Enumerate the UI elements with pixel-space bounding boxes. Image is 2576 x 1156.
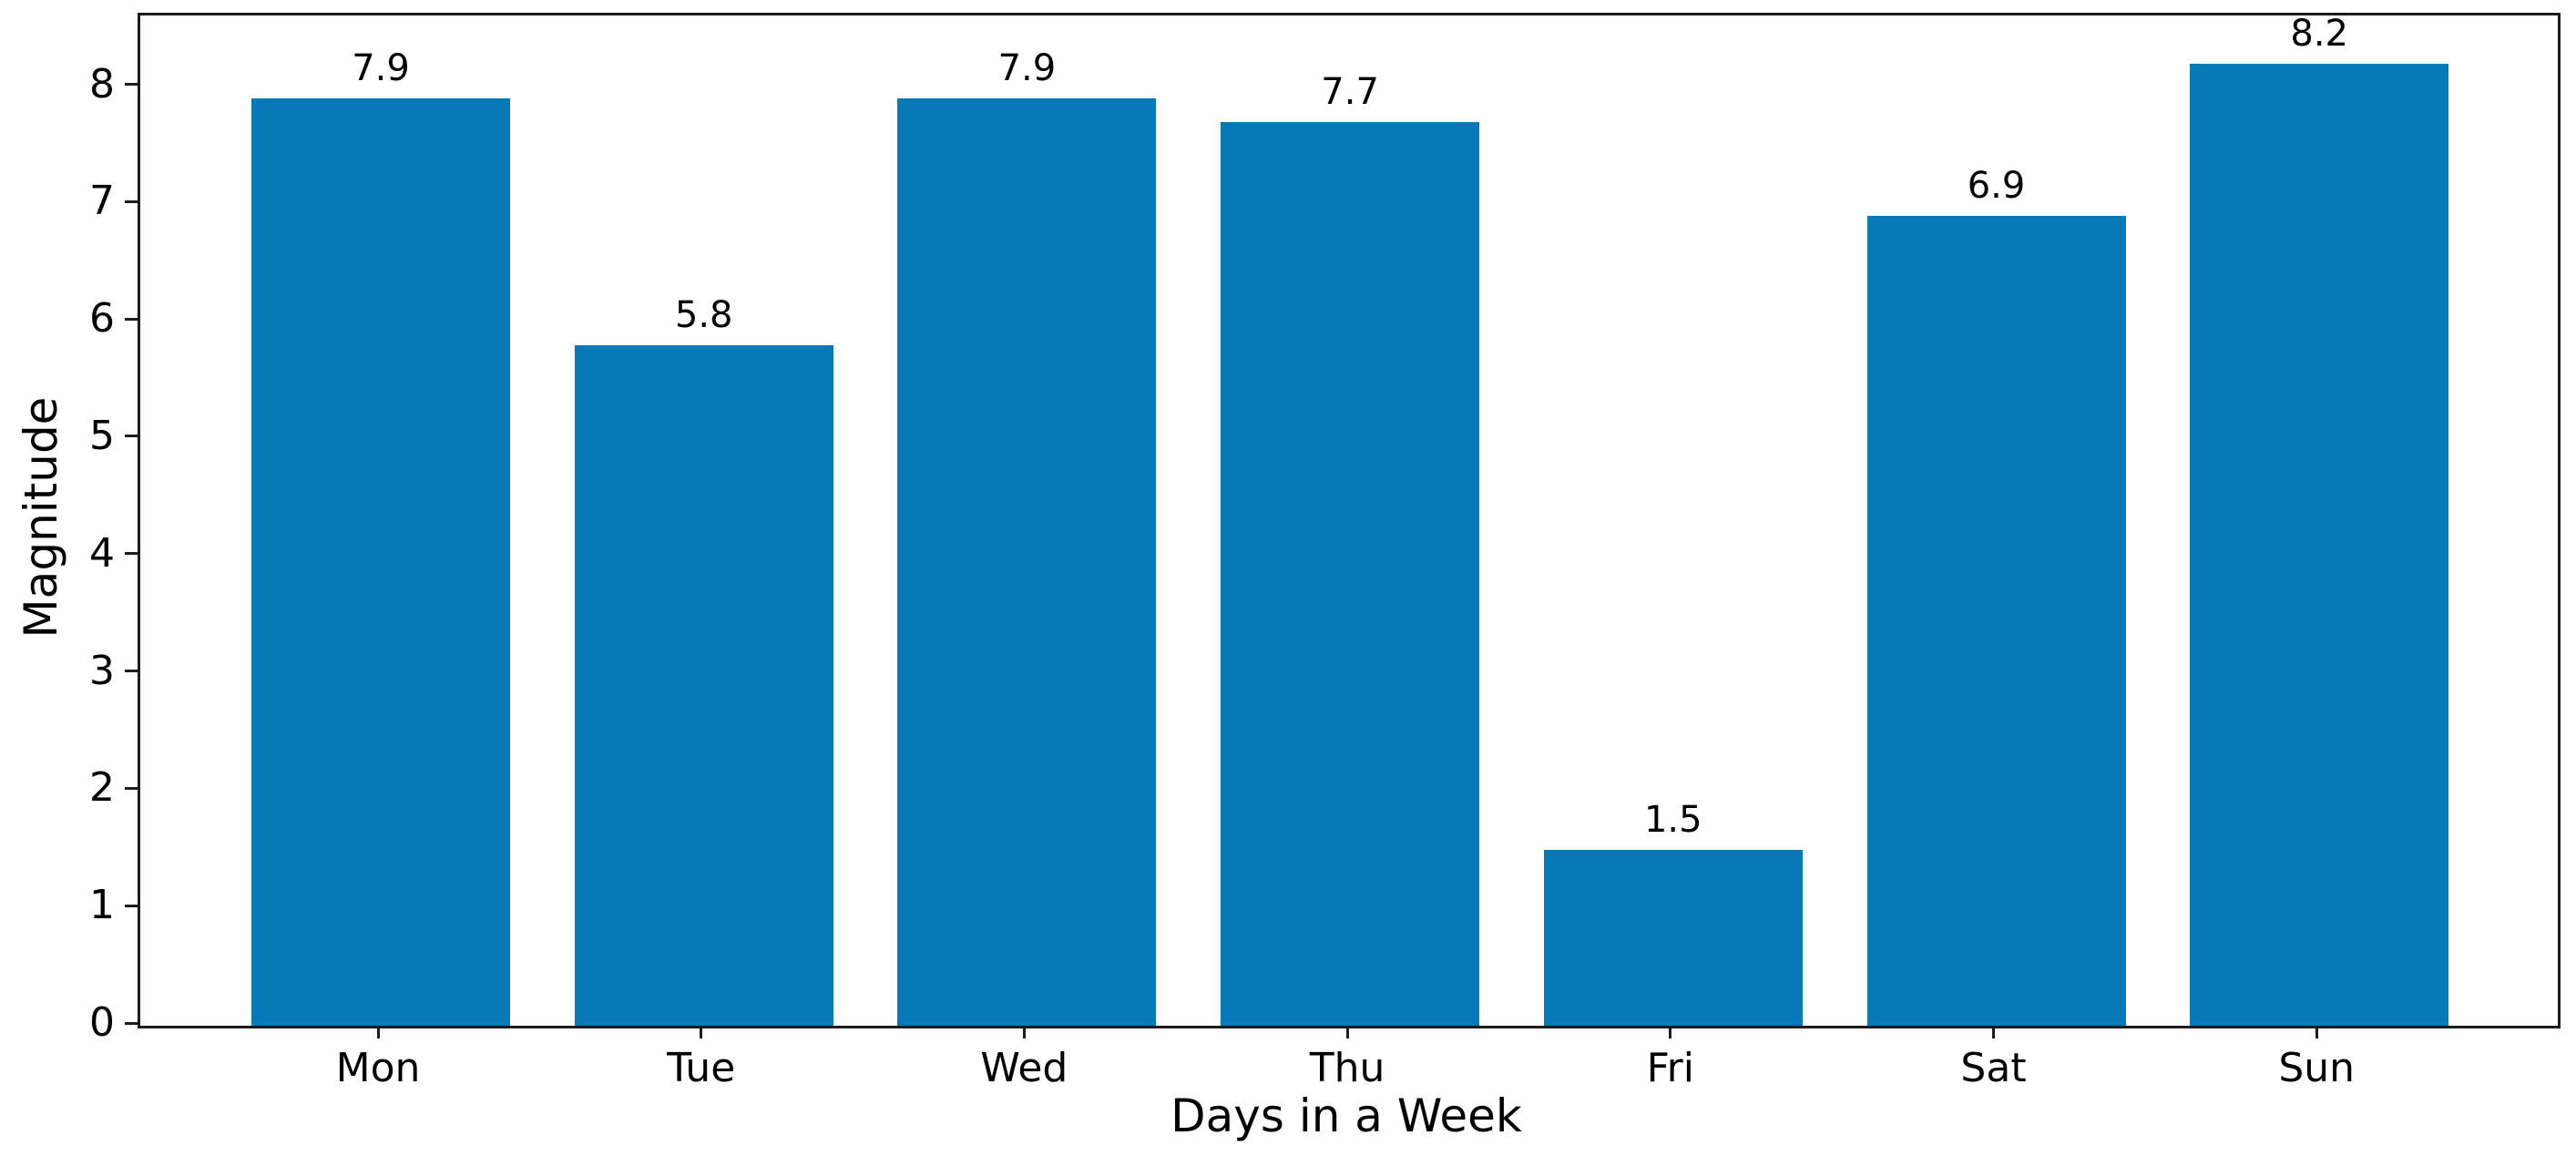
bar <box>251 98 510 1026</box>
y-tick-mark <box>125 670 138 673</box>
x-tick-label: Sun <box>2278 1045 2356 1091</box>
y-tick-label: 4 <box>89 529 115 577</box>
x-axis-label: Days in a Week <box>1170 1090 1522 1142</box>
x-tick-label: Mon <box>335 1045 421 1091</box>
x-tick-label: Sat <box>1960 1045 2027 1091</box>
x-tick-label: Fri <box>1646 1045 1694 1091</box>
y-tick-mark <box>125 199 138 203</box>
bar <box>1543 849 1803 1026</box>
x-tick-mark <box>1345 1026 1349 1038</box>
y-tick-mark <box>125 904 138 907</box>
x-tick-mark <box>2315 1026 2318 1038</box>
bar <box>897 98 1157 1026</box>
y-tick-label: 5 <box>89 412 115 459</box>
x-tick-mark <box>700 1026 703 1038</box>
x-tick-label: Thu <box>1309 1045 1385 1091</box>
x-tick-mark <box>1022 1026 1026 1038</box>
y-tick-label: 0 <box>89 999 115 1046</box>
bar <box>1221 122 1480 1026</box>
y-tick-mark <box>125 83 138 87</box>
bar <box>1866 216 2126 1026</box>
y-tick-label: 8 <box>89 60 115 107</box>
bar-value-label: 5.8 <box>674 293 733 336</box>
x-tick-label: Tue <box>667 1045 736 1091</box>
bar-value-label: 8.2 <box>2290 12 2348 55</box>
y-tick-mark <box>125 317 138 321</box>
x-tick-label: Wed <box>980 1045 1068 1091</box>
y-tick-label: 1 <box>89 882 115 929</box>
x-tick-mark <box>1669 1026 1672 1038</box>
bar-value-label: 1.5 <box>1643 798 1702 841</box>
x-tick-mark <box>376 1026 380 1038</box>
y-tick-label: 6 <box>89 295 115 343</box>
x-tick-mark <box>1992 1026 1995 1038</box>
y-tick-label: 3 <box>89 647 115 694</box>
bar-value-label: 6.9 <box>1967 165 2026 208</box>
bar <box>2190 63 2449 1026</box>
y-tick-mark <box>125 552 138 556</box>
y-tick-label: 2 <box>89 764 115 812</box>
y-tick-label: 7 <box>89 178 115 225</box>
bar-value-label: 7.9 <box>352 47 410 90</box>
bar <box>574 344 833 1026</box>
y-tick-mark <box>125 435 138 438</box>
bar-value-label: 7.7 <box>1321 71 1379 114</box>
y-tick-mark <box>125 786 138 790</box>
bar-value-label: 7.9 <box>997 47 1057 90</box>
y-tick-mark <box>125 1021 138 1025</box>
plot-area: 7.9 5.8 7.9 7.7 1.5 6.9 8.2 <box>138 13 2561 1028</box>
